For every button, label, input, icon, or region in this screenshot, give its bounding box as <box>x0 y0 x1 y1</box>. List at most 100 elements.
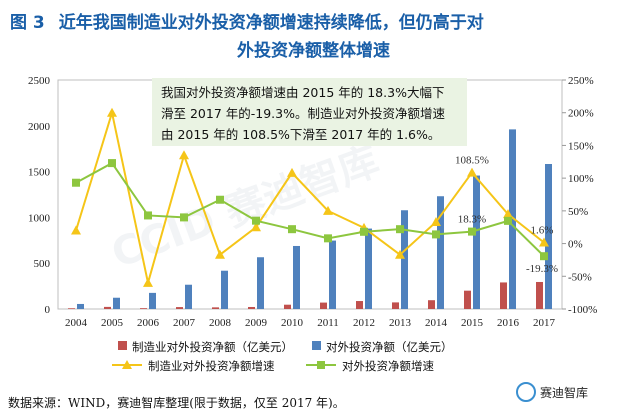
legend-label: 对外投资净额（亿美元） <box>326 340 453 354</box>
logo-text: 赛迪智库 <box>540 385 589 400</box>
mfg-growth-point <box>395 249 405 259</box>
total-growth-point <box>288 225 296 234</box>
total-growth-point <box>432 230 440 239</box>
y-tick-label: 1000 <box>28 212 51 224</box>
y2-tick-label: 250% <box>568 75 594 87</box>
y2-tick-label: 100% <box>568 173 594 185</box>
mfg-bar <box>140 308 147 309</box>
chart-title-line2: 外投资净额整体增速 <box>237 41 390 61</box>
mfg-growth-line <box>75 112 545 284</box>
title-text-line1: 近年我国制造业对外投资净额增速持续降低，但仍高于对 <box>58 13 484 33</box>
source-note: 数据来源：WIND，赛迪智库整理(限于数据，仅至 2017 年)。 <box>8 396 345 410</box>
total-growth-point <box>144 211 152 220</box>
y-tick-label: 1500 <box>28 167 51 179</box>
y2-tick-label: 0% <box>568 239 583 251</box>
mfg-bar <box>536 281 543 309</box>
x-tick-label: 2010 <box>281 317 304 329</box>
total-bar <box>401 210 408 309</box>
total-growth-point <box>540 252 548 261</box>
mfg-growth-point <box>179 150 189 160</box>
y-tick-label: 500 <box>34 258 51 270</box>
annotation-text: 由 2015 年的 108.5%下滑至 2017 年的 1.6%。 <box>161 127 440 142</box>
annotation-text: 滑至 2017 年的-19.3%。制造业对外投资净额增速 <box>161 106 445 121</box>
mfg-growth-point <box>539 237 549 247</box>
legend-swatch <box>312 341 321 350</box>
total-growth-point <box>252 216 260 225</box>
total-bar <box>257 257 264 309</box>
total-growth-point <box>468 227 476 236</box>
mfg-bar <box>176 307 183 309</box>
mfg-bar <box>392 302 399 309</box>
total-bar <box>473 175 480 309</box>
total-growth-point <box>72 178 80 187</box>
annotation-box <box>152 78 467 146</box>
y-tick-label: 2000 <box>28 121 51 133</box>
total-growth-point <box>180 213 188 222</box>
y-tick-label: 0 <box>45 304 51 316</box>
total-growth-line <box>75 161 545 257</box>
legend-marker <box>122 360 132 369</box>
legend-swatch <box>118 341 127 350</box>
legend-label: 制造业对外投资净额增速 <box>148 359 275 373</box>
x-tick-label: 2017 <box>533 317 556 329</box>
data-label: 18.3% <box>458 214 486 226</box>
logo: 赛迪智库 <box>516 382 588 402</box>
mfg-bar <box>68 308 75 309</box>
figure-number: 图 3 <box>10 13 45 33</box>
total-bar <box>77 303 84 309</box>
legend-label: 对外投资净额增速 <box>342 359 434 373</box>
y2-tick-label: -100% <box>568 304 597 316</box>
x-tick-label: 2009 <box>245 317 268 329</box>
x-tick-label: 2011 <box>317 317 339 329</box>
total-growth-point <box>216 195 224 204</box>
x-tick-label: 2014 <box>425 317 448 329</box>
total-bar <box>185 284 192 309</box>
mfg-bar <box>248 306 255 309</box>
total-bar <box>149 292 156 309</box>
mfg-growth-point <box>287 167 297 177</box>
mfg-growth-point <box>215 249 225 259</box>
data-label: 1.6% <box>531 225 554 237</box>
x-tick-label: 2004 <box>65 317 88 329</box>
x-tick-label: 2005 <box>101 317 124 329</box>
y2-tick-label: 200% <box>568 108 594 120</box>
mfg-bar <box>320 302 327 309</box>
mfg-bar <box>104 306 111 309</box>
total-bar <box>329 240 336 309</box>
x-tick-label: 2008 <box>209 317 232 329</box>
mfg-growth-point <box>107 107 117 117</box>
total-bar <box>221 270 228 309</box>
x-tick-label: 2006 <box>137 317 160 329</box>
total-growth-point <box>360 227 368 236</box>
total-growth-point <box>324 234 332 243</box>
mfg-growth-point <box>503 209 513 219</box>
mfg-growth-point <box>71 225 81 235</box>
total-growth-point <box>396 225 404 234</box>
x-tick-label: 2012 <box>353 317 375 329</box>
y-tick-label: 2500 <box>28 75 51 87</box>
total-bar <box>113 297 120 309</box>
y2-tick-label: 150% <box>568 140 594 152</box>
total-growth-point <box>108 159 116 168</box>
total-bar <box>437 196 444 309</box>
data-label: 108.5% <box>455 155 489 167</box>
legend-marker <box>317 361 325 369</box>
mfg-bar <box>284 304 291 309</box>
x-tick-label: 2007 <box>173 317 196 329</box>
y2-tick-label: -50% <box>568 271 592 283</box>
total-bar <box>365 228 372 309</box>
mfg-bar <box>500 282 507 309</box>
data-label: -19.3% <box>526 263 558 275</box>
total-growth-point <box>504 216 512 225</box>
mfg-growth-point <box>251 222 261 232</box>
mfg-growth-point <box>467 167 477 177</box>
logo-icon <box>516 382 536 402</box>
mfg-bar <box>356 301 363 309</box>
annotation-text: 我国对外投资净额增速由 2015 年的 18.3%大幅下 <box>161 85 444 100</box>
mfg-growth-point <box>143 277 153 287</box>
total-bar <box>293 245 300 309</box>
y2-tick-label: 50% <box>568 206 588 218</box>
total-bar <box>509 129 516 309</box>
x-tick-label: 2013 <box>389 317 412 329</box>
